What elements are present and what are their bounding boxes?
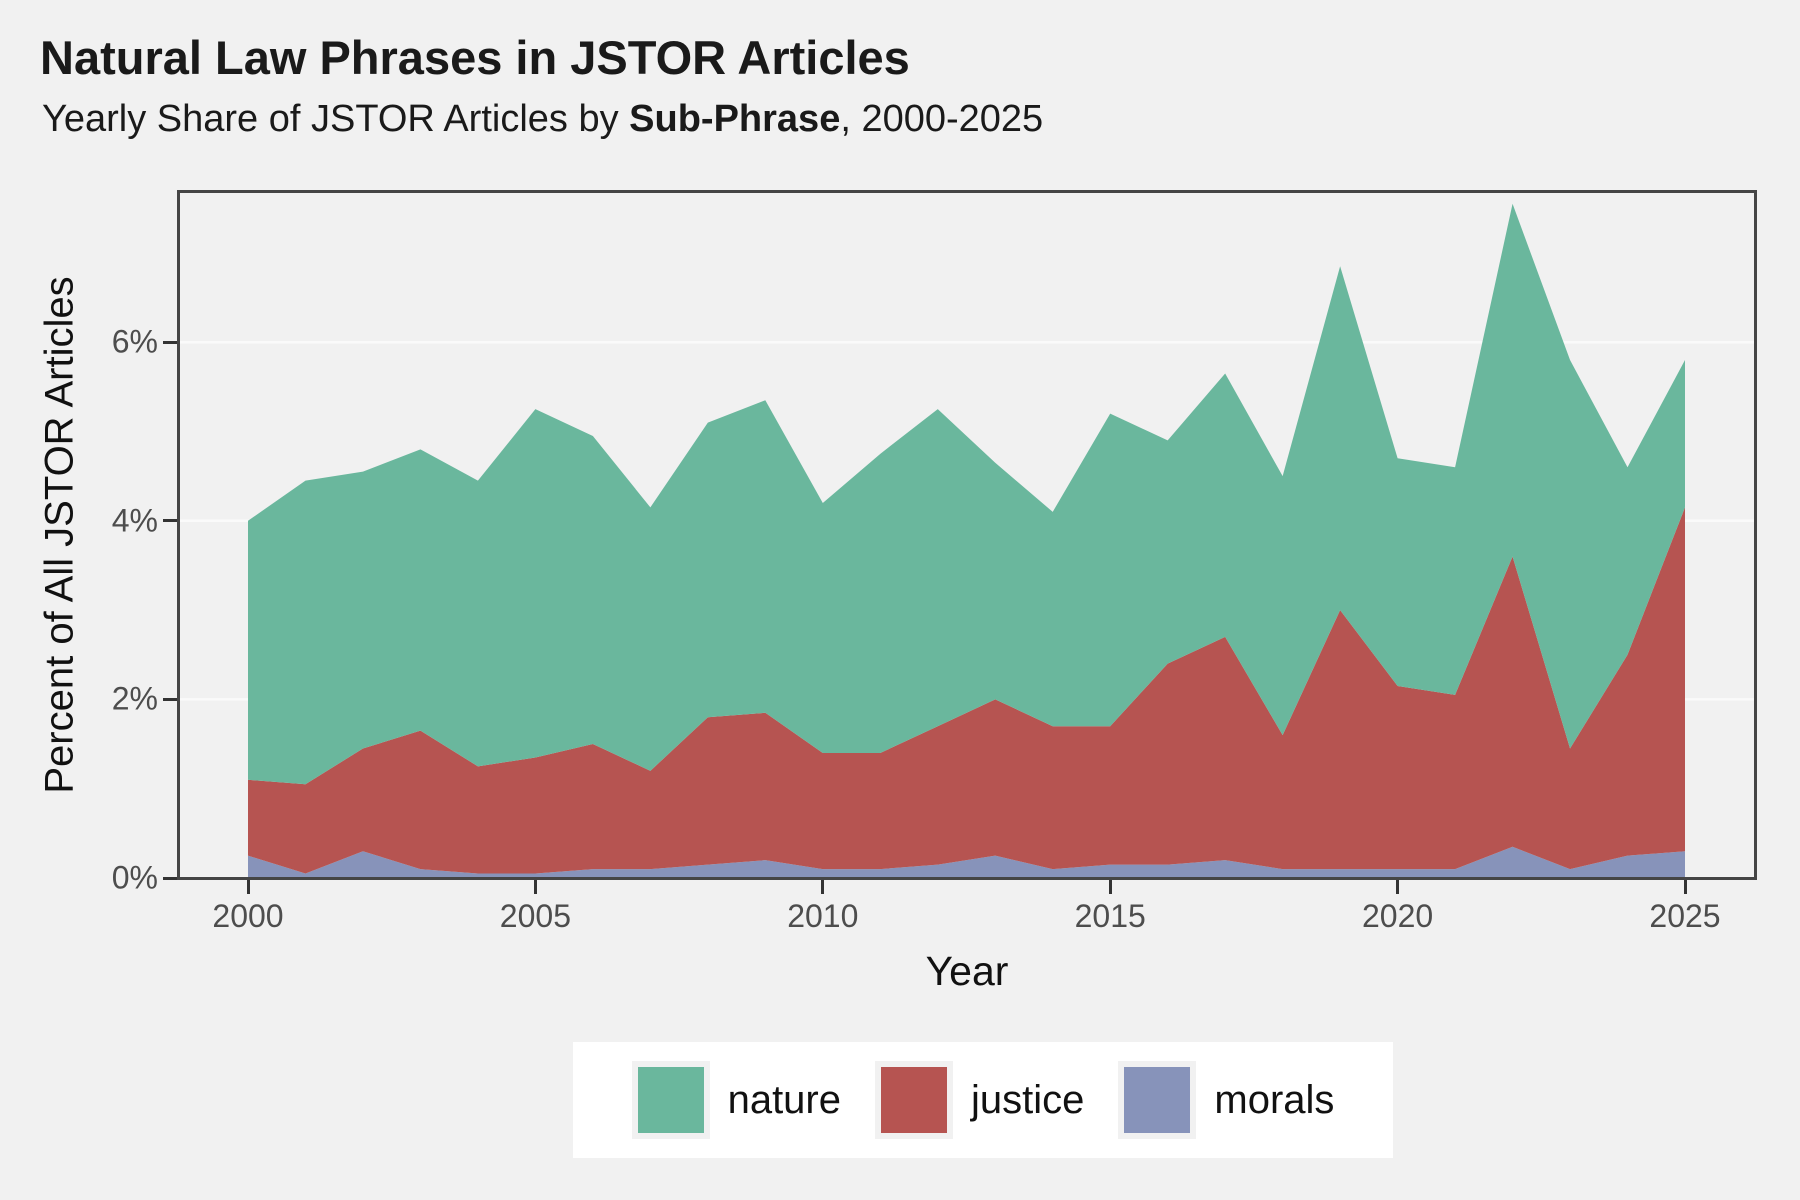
legend-item-justice: justice — [875, 1061, 1084, 1139]
legend-item-nature: nature — [631, 1061, 841, 1139]
y-tick-label: 4% — [111, 502, 158, 539]
x-tick-mark — [533, 880, 537, 894]
legend-swatch-morals — [1124, 1067, 1191, 1133]
x-axis-title: Year — [925, 948, 1009, 994]
x-tick-mark — [821, 880, 825, 894]
x-tick-label: 2000 — [212, 898, 284, 934]
legend-item-morals: morals — [1118, 1061, 1334, 1139]
legend: nature justice morals — [573, 1042, 1393, 1158]
x-tick-label: 2020 — [1362, 898, 1434, 934]
legend-key — [1118, 1061, 1197, 1139]
x-tick-label: 2010 — [787, 898, 859, 934]
y-tick-label: 0% — [111, 859, 158, 896]
chart-subtitle-suffix: , 2000-2025 — [840, 98, 1044, 140]
chart-subtitle-emphasis: Sub-Phrase — [629, 98, 841, 140]
x-tick-mark — [1683, 880, 1687, 894]
y-tick-mark — [163, 340, 177, 344]
x-tick-mark — [1396, 880, 1400, 894]
x-tick-label: 2005 — [499, 898, 571, 934]
legend-label: justice — [971, 1077, 1085, 1122]
x-tick-label: 2025 — [1649, 898, 1721, 934]
x-tick-mark — [246, 880, 250, 894]
legend-swatch-nature — [637, 1067, 704, 1133]
chart-subtitle: Yearly Share of JSTOR Articles by Sub-Ph… — [42, 98, 1043, 141]
legend-key — [631, 1061, 710, 1139]
y-tick-label: 6% — [111, 323, 158, 360]
x-tick-mark — [1108, 880, 1112, 894]
area-justice — [248, 507, 1685, 874]
chart-subtitle-prefix: Yearly Share of JSTOR Articles by — [42, 98, 630, 140]
area-nature — [248, 203, 1685, 785]
legend-key — [875, 1061, 953, 1139]
y-tick-label: 2% — [111, 680, 158, 717]
y-tick-mark — [163, 697, 177, 701]
legend-label: morals — [1214, 1077, 1335, 1122]
area-morals — [248, 846, 1685, 878]
y-tick-mark — [163, 519, 177, 523]
y-tick-mark — [163, 876, 177, 880]
legend-swatch-justice — [881, 1067, 947, 1133]
stacked-area-chart — [177, 203, 1757, 880]
x-tick-label: 2015 — [1074, 898, 1146, 934]
legend-label: nature — [727, 1077, 841, 1122]
chart-title: Natural Law Phrases in JSTOR Articles — [40, 31, 910, 84]
